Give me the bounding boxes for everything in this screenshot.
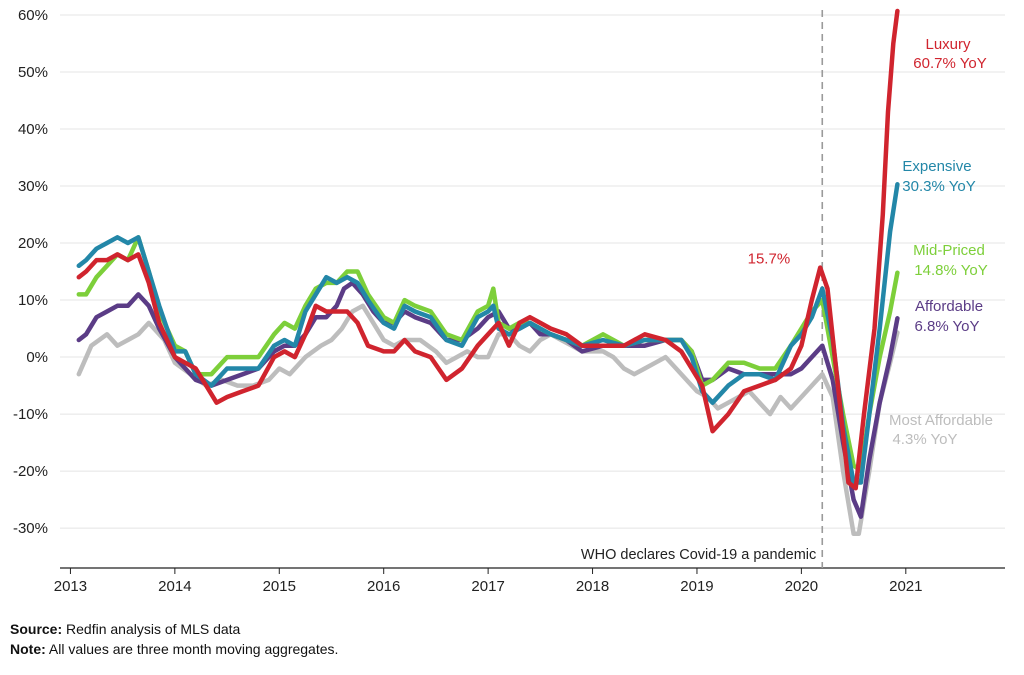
line-chart: -30% -20% -10% 0% 10% 20% 30% 40% 50% 60% 2013 2014… [13,7,1005,595]
chart-svg: -30% -20% -10% 0% 10% 20% 30% 40% 50% 60% 2013 2014… [13,7,1005,595]
source-text: Redfin analysis of MLS data [66,621,241,637]
y-tick-label: 20% [18,235,48,252]
y-tick-label: 40% [18,121,48,138]
series-label-expensive: Expensive [902,158,971,175]
y-tick-label: 50% [18,64,48,81]
note-label: Note: [10,641,46,657]
x-tick-label: 2014 [158,578,191,595]
source-label: Source: [10,621,63,637]
x-tick-label: 2017 [471,578,504,595]
series-label-mid-priced: 14.8% YoY [914,262,987,279]
note-text: All values are three month moving aggreg… [48,641,339,657]
y-tick-label: 30% [18,178,48,195]
source-note: Source: Redfin analysis of MLS data [10,621,240,637]
y-tick-label: -20% [13,463,48,480]
methodology-note: Note: All values are three month moving … [10,641,338,657]
x-tick-label: 2020 [785,578,818,595]
peak-value-label: 15.7% [748,251,791,268]
x-tick-label: 2013 [54,578,87,595]
series-line-most-affordable [76,303,900,537]
x-tick-label: 2019 [680,578,713,595]
y-tick-label: 0% [26,349,48,366]
series-line-luxury [76,8,900,491]
series-label-expensive: 30.3% YoY [902,178,975,195]
pandemic-annotation: WHO declares Covid-19 a pandemic [581,547,816,563]
y-tick-label: -30% [13,520,48,537]
y-tick-label: -10% [13,406,48,423]
x-tick-label: 2016 [367,578,400,595]
series-label-mid-priced: Mid-Priced [913,242,985,259]
series-line-affordable [76,280,900,519]
y-tick-label: 10% [18,292,48,309]
series-label-affordable: Affordable [915,298,983,315]
series-label-affordable: 6.8% YoY [914,318,979,335]
series-label-luxury: 60.7% YoY [913,55,986,72]
series-label-most-affordable: Most Affordable [889,412,993,429]
y-tick-label: 60% [18,7,48,24]
x-tick-label: 2015 [263,578,296,595]
series-label-luxury: Luxury [925,36,971,53]
x-tick-label: 2018 [576,578,609,595]
x-tick-label: 2021 [889,578,922,595]
series-label-most-affordable: 4.3% YoY [892,431,957,448]
